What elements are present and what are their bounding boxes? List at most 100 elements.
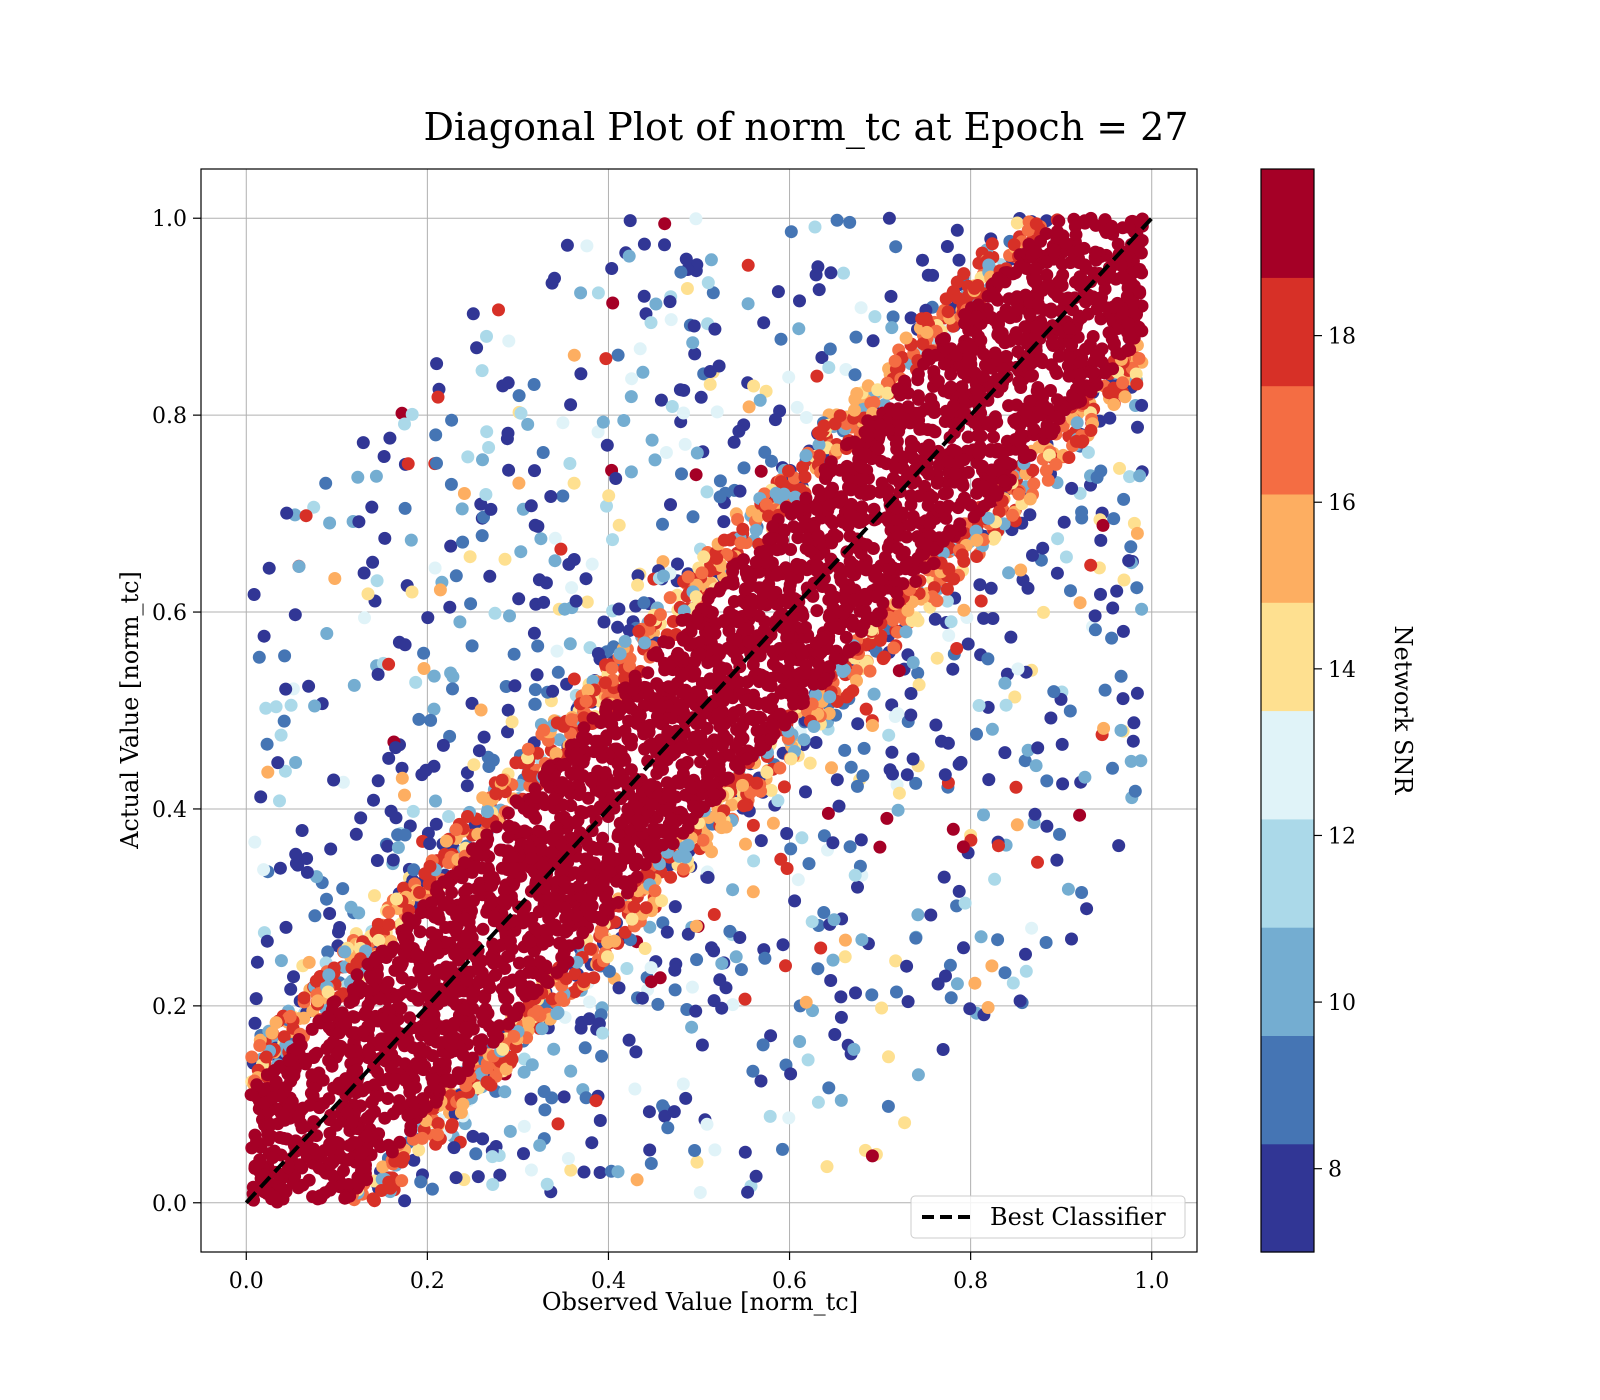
scatter-point	[556, 416, 570, 430]
scatter-point	[773, 761, 787, 775]
scatter-point	[449, 569, 463, 583]
scatter-point	[747, 379, 761, 393]
scatter-point	[352, 906, 366, 920]
scatter-point	[668, 983, 682, 997]
scatter-point	[1011, 345, 1025, 359]
scatter-point	[623, 652, 637, 666]
scatter-point	[537, 1085, 551, 1098]
scatter-point	[492, 303, 505, 317]
scatter-point	[503, 1124, 517, 1138]
scatter-point	[569, 594, 583, 608]
scatter-point	[405, 1094, 419, 1108]
scatter-point	[887, 641, 901, 655]
scatter-point	[582, 1012, 596, 1026]
scatter-point	[614, 703, 628, 717]
scatter-point	[499, 976, 513, 990]
scatter-point	[739, 837, 752, 851]
scatter-point	[956, 366, 970, 380]
scatter-point	[1009, 266, 1023, 280]
scatter-point	[713, 973, 727, 987]
scatter-point	[1023, 394, 1037, 408]
scatter-point	[661, 1121, 675, 1135]
scatter-point	[563, 637, 577, 651]
scatter-point	[675, 467, 688, 481]
scatter-point	[599, 352, 613, 366]
scatter-point	[502, 463, 516, 477]
scatter-point	[538, 1103, 552, 1117]
scatter-point	[461, 810, 474, 823]
scatter-point	[710, 405, 724, 419]
scatter-point	[517, 1065, 531, 1079]
scatter-point	[705, 941, 718, 955]
scatter-point	[776, 533, 789, 547]
scatter-point	[351, 470, 365, 484]
scatter-point	[299, 509, 313, 523]
scatter-point	[369, 469, 383, 483]
scatter-point	[484, 502, 498, 516]
scatter-point	[799, 659, 813, 672]
scatter-point	[817, 829, 831, 843]
scatter-point	[424, 896, 438, 910]
scatter-point	[940, 594, 954, 608]
scatter-point	[1063, 704, 1077, 718]
scatter-point	[530, 983, 544, 997]
scatter-point	[765, 454, 778, 468]
scatter-point	[534, 532, 548, 546]
scatter-point	[390, 991, 404, 1005]
scatter-point	[613, 647, 627, 661]
scatter-point	[374, 1032, 388, 1046]
scatter-point	[414, 1175, 428, 1189]
scatter-point	[412, 712, 426, 726]
scatter-point	[1062, 451, 1076, 464]
scatter-point	[977, 611, 991, 625]
scatter-point	[873, 840, 887, 854]
scatter-point	[248, 835, 262, 849]
scatter-point	[637, 289, 651, 303]
scatter-point	[848, 368, 862, 382]
scatter-point	[885, 745, 899, 759]
scatter-point	[580, 595, 594, 609]
scatter-point	[1021, 581, 1035, 595]
scatter-point	[413, 925, 427, 939]
scatter-point	[1105, 631, 1119, 645]
scatter-point	[507, 1029, 521, 1043]
scatter-point	[981, 652, 995, 666]
scatter-point	[800, 532, 814, 546]
scatter-point	[843, 840, 857, 854]
scatter-point	[1084, 385, 1098, 399]
scatter-point	[1094, 464, 1108, 478]
scatter-point	[758, 445, 772, 459]
scatter-point	[259, 701, 273, 715]
scatter-point	[598, 676, 612, 690]
scatter-point	[366, 1192, 380, 1206]
scatter-point	[579, 572, 593, 586]
scatter-point	[850, 674, 863, 688]
scatter-point	[609, 727, 623, 741]
scatter-point	[606, 296, 620, 310]
scatter-point	[629, 1045, 643, 1059]
scatter-point	[1116, 376, 1130, 390]
scatter-point	[458, 912, 472, 926]
scatter-point	[984, 581, 998, 595]
scatter-point	[1130, 377, 1144, 391]
scatter-point	[1097, 721, 1111, 735]
scatter-point	[624, 390, 638, 404]
scatter-point	[589, 1094, 603, 1108]
scatter-point	[554, 991, 568, 1005]
scatter-point	[708, 1143, 722, 1157]
scatter-point	[741, 622, 755, 636]
scatter-point	[415, 1131, 429, 1145]
scatter-point	[564, 1064, 578, 1078]
scatter-point	[655, 894, 669, 908]
scatter-point	[460, 779, 474, 793]
scatter-point	[583, 868, 597, 882]
scatter-point	[685, 980, 699, 994]
scatter-point	[277, 1030, 291, 1044]
scatter-point	[737, 799, 751, 813]
scatter-point	[1106, 761, 1119, 775]
scatter-point	[557, 1090, 571, 1104]
scatter-point	[967, 510, 981, 524]
scatter-point	[738, 1145, 752, 1159]
scatter-point	[501, 376, 515, 390]
